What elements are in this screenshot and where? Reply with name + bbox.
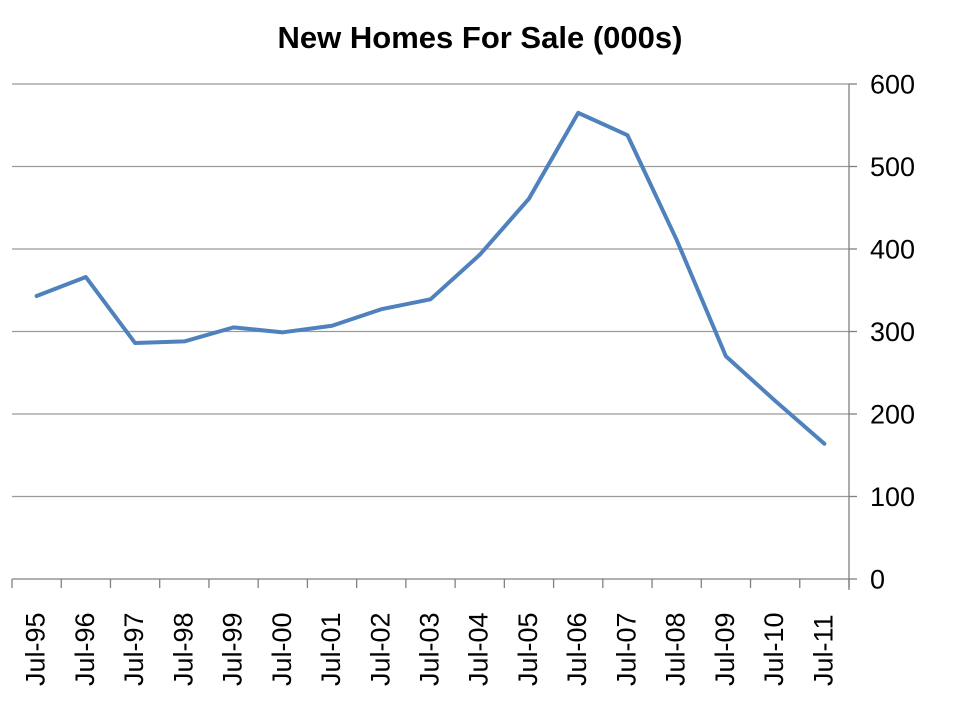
- x-tick-label-Jul-04: Jul-04: [464, 612, 494, 686]
- chart-title: New Homes For Sale (000s): [277, 20, 683, 55]
- y-tick-label-0: 0: [870, 565, 885, 595]
- x-tick-label-Jul-09: Jul-09: [710, 612, 740, 686]
- x-tick-label-Jul-95: Jul-95: [21, 612, 51, 686]
- x-tick-label-Jul-99: Jul-99: [218, 612, 248, 686]
- x-tick-label-Jul-08: Jul-08: [661, 612, 691, 686]
- x-tick-label-Jul-01: Jul-01: [316, 612, 346, 686]
- y-tick-label-300: 300: [870, 317, 915, 347]
- x-tick-label-Jul-02: Jul-02: [365, 612, 395, 686]
- y-tick-label-400: 400: [870, 235, 915, 265]
- y-tick-label-100: 100: [870, 482, 915, 512]
- x-tick-label-Jul-10: Jul-10: [759, 612, 789, 686]
- x-tick-label-Jul-96: Jul-96: [70, 612, 100, 686]
- x-tick-label-Jul-03: Jul-03: [415, 612, 445, 686]
- y-tick-label-600: 600: [870, 70, 915, 100]
- series-line-new-homes-for-sale: [34, 110, 827, 446]
- x-tick-label-Jul-98: Jul-98: [168, 612, 198, 686]
- x-tick-label-Jul-11: Jul-11: [808, 614, 838, 686]
- x-tick-label-Jul-97: Jul-97: [119, 612, 149, 686]
- x-tick-label-Jul-07: Jul-07: [611, 612, 641, 686]
- y-tick-label-500: 500: [870, 152, 915, 182]
- x-tick-label-Jul-00: Jul-00: [267, 612, 297, 686]
- y-tick-label-200: 200: [870, 400, 915, 430]
- x-tick-label-Jul-06: Jul-06: [562, 612, 592, 686]
- x-tick-label-Jul-05: Jul-05: [513, 612, 543, 686]
